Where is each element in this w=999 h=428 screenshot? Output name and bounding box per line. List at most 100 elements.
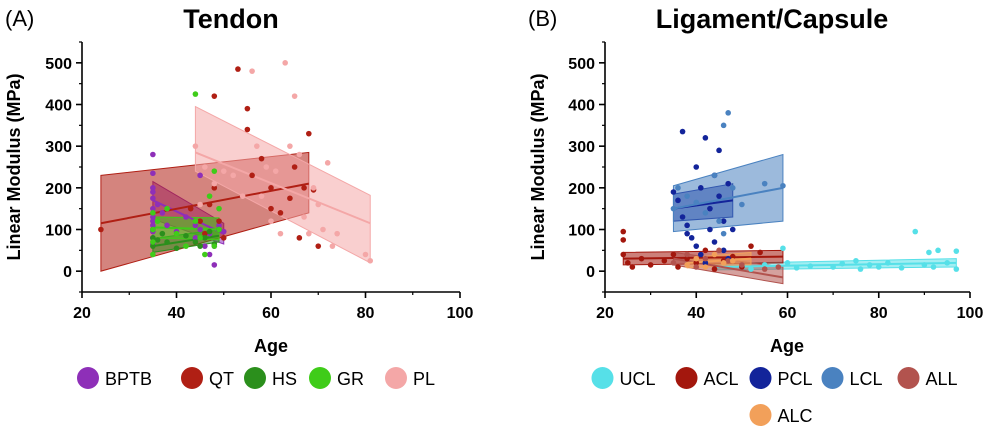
point-bptb (150, 185, 156, 191)
point-pcl (679, 128, 686, 135)
x-tick-label: 80 (870, 305, 888, 322)
y-tick-label: 300 (568, 139, 595, 156)
point-pcl (684, 230, 690, 237)
legend-label-all: ALL (926, 369, 958, 389)
point-pcl (720, 218, 727, 224)
point-pl (334, 230, 340, 237)
panel-label: (B) (528, 6, 557, 31)
legend-label-qt: QT (209, 369, 234, 389)
point-qt (258, 155, 265, 162)
x-tick-label: 40 (687, 305, 705, 322)
point-qt (220, 235, 227, 241)
point-gr (150, 226, 156, 233)
point-pcl (698, 185, 704, 191)
point-ucl (839, 260, 846, 267)
point-ucl (807, 263, 814, 269)
point-acl (647, 262, 654, 268)
point-lcl (729, 185, 736, 191)
point-lcl (780, 182, 786, 189)
point-pcl (711, 239, 718, 245)
point-bptb (192, 235, 199, 241)
point-bptb (154, 201, 161, 208)
point-qt (206, 201, 213, 208)
point-gr (197, 235, 203, 241)
point-pcl (698, 251, 704, 258)
legend-swatch-all (897, 367, 920, 389)
point-pl (362, 251, 369, 258)
point-acl (711, 266, 718, 272)
point-ucl (912, 228, 919, 235)
point-gr (206, 193, 213, 199)
chart-title: Tendon (183, 4, 278, 34)
point-pl (287, 143, 293, 149)
point-qt (244, 126, 251, 133)
y-axis-title: Linear Modulus (MPa) (4, 73, 24, 260)
x-tick-label: 100 (957, 305, 984, 322)
point-alc (720, 260, 727, 266)
point-hs (183, 232, 189, 239)
x-tick-label: 60 (262, 305, 280, 322)
point-gr (173, 230, 180, 237)
point-alc (711, 251, 718, 258)
point-acl (670, 251, 677, 258)
point-gr (150, 239, 156, 245)
point-ucl (944, 260, 950, 266)
point-pcl (707, 205, 713, 212)
point-pl (310, 185, 317, 191)
point-ucl (930, 264, 937, 270)
point-pcl (707, 226, 713, 233)
point-ucl (866, 262, 873, 268)
point-pl (254, 143, 260, 149)
point-ucl (898, 265, 905, 271)
point-qt (277, 210, 284, 216)
point-ucl (857, 266, 864, 272)
point-pcl (725, 180, 731, 187)
legend-label-hs: HS (272, 369, 297, 389)
legend-swatch-pcl (749, 367, 772, 389)
point-pl (324, 160, 331, 166)
legend-swatch-gr (309, 367, 331, 389)
legend-label-ucl: UCL (620, 369, 656, 389)
point-all (725, 257, 731, 264)
point-lcl (761, 180, 768, 187)
point-pcl (693, 164, 700, 170)
point-bptb (159, 210, 166, 216)
point-ucl (761, 262, 768, 268)
plot-area (98, 60, 374, 272)
x-axis-title: Age (770, 336, 804, 356)
point-alc (729, 257, 736, 264)
legend: UCL ACL PCL LCL ALL ALC (591, 367, 958, 426)
point-all (761, 266, 768, 272)
point-qt (268, 185, 274, 191)
y-tick-label: 400 (45, 98, 72, 115)
point-lcl (670, 205, 677, 212)
y-tick-label: 0 (63, 264, 72, 281)
plot-area (620, 110, 960, 285)
point-pcl (693, 243, 700, 249)
point-hs (202, 235, 208, 241)
point-all (702, 255, 709, 262)
panel-b: (B) Ligament/Capsule 0 100 200 300 400 500 20 40 6… (528, 4, 983, 426)
point-hs (150, 243, 156, 249)
y-axis-title: Linear Modulus (MPa) (528, 73, 548, 260)
point-bptb (197, 226, 203, 233)
point-hs (159, 230, 166, 237)
point-pcl (688, 235, 695, 241)
point-ucl (921, 262, 928, 268)
point-acl (702, 247, 709, 254)
point-pl (272, 168, 279, 174)
point-qt (249, 172, 255, 179)
point-acl (620, 251, 627, 258)
point-qt (306, 130, 312, 137)
point-pcl (670, 189, 677, 195)
point-pcl (679, 214, 686, 220)
point-acl (684, 255, 690, 262)
point-ucl (885, 260, 891, 266)
point-qt (296, 235, 303, 241)
point-qt (235, 66, 241, 72)
point-pl (291, 93, 298, 99)
point-pl (239, 193, 246, 199)
point-pl (282, 60, 288, 66)
legend-swatch-bptb (77, 367, 99, 389)
